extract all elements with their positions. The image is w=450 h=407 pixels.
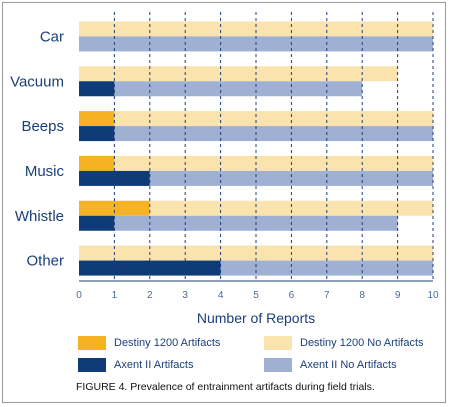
legend-label-axent-no-artifacts: Axent II No Artifacts	[300, 359, 397, 371]
x-tick-label-5: 5	[253, 290, 259, 301]
x-tick-label-8: 8	[359, 290, 365, 301]
x-tick-label-4: 4	[218, 290, 224, 301]
legend-swatch-axent-artifacts	[78, 358, 106, 372]
x-tick-label-2: 2	[147, 290, 153, 301]
legend-label-destiny-no-artifacts: Destiny 1200 No Artifacts	[300, 337, 424, 349]
bar-destiny-1200-no-artifacts-car	[79, 21, 433, 37]
bar-axent-ii-artifacts-music	[79, 170, 150, 186]
legend-swatch-axent-no-artifacts	[264, 358, 292, 372]
bars-layer	[79, 21, 434, 276]
x-tick-label-0: 0	[76, 290, 82, 301]
bar-axent-ii-artifacts-vacuum	[79, 81, 115, 97]
x-tick-labels: 0 1 2 3 4 5 6 7 8 9 10	[76, 290, 439, 301]
bar-destiny-1200-no-artifacts-music	[114, 155, 434, 171]
category-label-music: Music	[25, 163, 65, 180]
category-labels: Car Vacuum Beeps Music Whistle Other	[10, 28, 64, 269]
bar-chart: Car Vacuum Beeps Music Whistle Other 0 1 2 3 4 5 6 7…	[10, 12, 439, 326]
bar-axent-ii-artifacts-beeps	[79, 126, 115, 142]
bar-axent-ii-no-artifacts-other	[220, 260, 433, 276]
bar-destiny-1200-no-artifacts-vacuum	[79, 66, 398, 82]
category-label-car: Car	[40, 28, 64, 45]
figure-caption: FIGURE 4. Prevalence of entrainment arti…	[76, 381, 375, 393]
x-tick-label-1: 1	[112, 290, 118, 301]
x-tick-label-6: 6	[289, 290, 295, 301]
legend-swatch-destiny-no-artifacts	[264, 336, 292, 350]
bar-destiny-1200-no-artifacts-whistle	[149, 200, 434, 216]
legend-label-destiny-artifacts: Destiny 1200 Artifacts	[114, 337, 221, 349]
bar-axent-ii-no-artifacts-beeps	[114, 126, 434, 142]
bar-destiny-1200-artifacts-whistle	[79, 200, 150, 216]
bar-axent-ii-artifacts-other	[79, 260, 221, 276]
category-label-vacuum: Vacuum	[10, 73, 64, 90]
x-tick-label-10: 10	[427, 290, 439, 301]
bar-destiny-1200-artifacts-beeps	[79, 111, 115, 127]
bar-axent-ii-no-artifacts-vacuum	[114, 81, 363, 97]
category-label-beeps: Beeps	[21, 118, 64, 135]
grid-lines	[113, 12, 434, 281]
legend-swatch-destiny-artifacts	[78, 336, 106, 350]
category-label-whistle: Whistle	[15, 208, 64, 225]
legend-item-axent-artifacts: Axent II Artifacts	[78, 358, 193, 372]
legend: Destiny 1200 Artifacts Destiny 1200 No A…	[78, 336, 438, 376]
legend-item-destiny-no-artifacts: Destiny 1200 No Artifacts	[264, 336, 424, 350]
x-axis-title: Number of Reports	[197, 310, 315, 326]
x-tick-label-3: 3	[182, 290, 188, 301]
bar-destiny-1200-no-artifacts-beeps	[114, 111, 434, 127]
legend-item-destiny-artifacts: Destiny 1200 Artifacts	[78, 336, 220, 350]
x-tick-label-9: 9	[395, 290, 401, 301]
x-tick-label-7: 7	[324, 290, 330, 301]
category-label-other: Other	[26, 253, 64, 270]
legend-item-axent-no-artifacts: Axent II No Artifacts	[264, 358, 397, 372]
bar-axent-ii-artifacts-whistle	[79, 215, 115, 231]
bar-destiny-1200-artifacts-music	[79, 155, 115, 171]
legend-label-axent-artifacts: Axent II Artifacts	[114, 359, 194, 371]
bar-axent-ii-no-artifacts-music	[149, 170, 434, 186]
